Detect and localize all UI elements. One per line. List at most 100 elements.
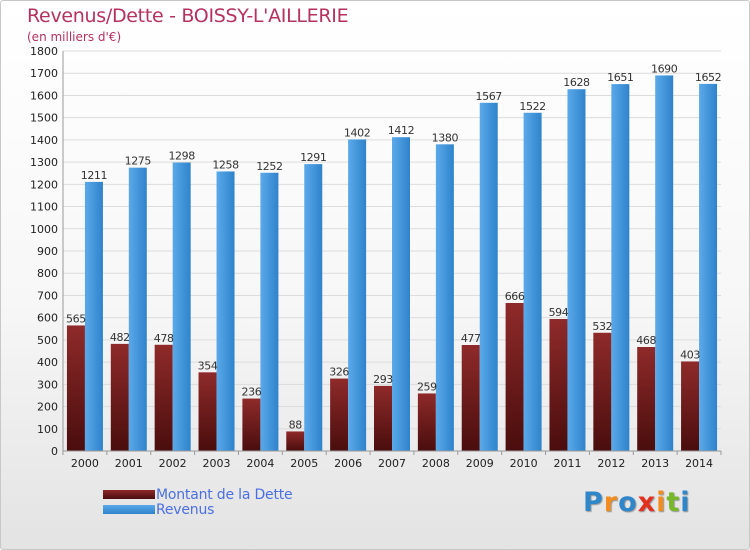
legend-label-debt: Montant de la Dette xyxy=(156,487,293,503)
y-tick-label-1200: 1200 xyxy=(30,178,58,191)
data-labels: 565 1211 482 1275 478 1298 354 1258 236 1252 88 129… xyxy=(66,62,722,431)
data-label-revenue-2001: 1275 xyxy=(125,155,152,168)
y-tick-label-1500: 1500 xyxy=(30,112,58,125)
y-tick-label-100: 100 xyxy=(37,423,58,436)
bar-revenue-2004 xyxy=(260,172,279,451)
y-tick-label-500: 500 xyxy=(37,334,58,347)
bar-revenue-2003 xyxy=(216,171,235,451)
data-label-debt-2009: 477 xyxy=(461,332,481,345)
bar-revenue-2001 xyxy=(128,167,147,451)
axes: 0 100 200 300 400 500 600 700 800 900 1000 1100 1200… xyxy=(30,45,722,470)
data-label-revenue-2012: 1651 xyxy=(607,71,633,84)
data-label-revenue-2010: 1522 xyxy=(519,100,545,113)
data-label-revenue-2000: 1211 xyxy=(81,169,107,182)
data-label-revenue-2002: 1298 xyxy=(168,150,195,163)
data-label-debt-2013: 468 xyxy=(636,334,656,347)
bar-debt-2006 xyxy=(330,378,349,451)
logo-letter: o xyxy=(618,487,638,518)
logo-letter: x xyxy=(637,487,657,518)
y-tick-label-800: 800 xyxy=(37,267,58,280)
bar-revenue-2012 xyxy=(611,84,630,451)
x-tick-label-2002: 2002 xyxy=(159,457,187,470)
logo-letter: r xyxy=(603,487,619,518)
bars xyxy=(66,75,718,452)
bar-revenue-2006 xyxy=(348,139,367,451)
data-label-debt-2006: 326 xyxy=(329,366,349,379)
data-label-debt-2004: 236 xyxy=(242,386,262,399)
bar-revenue-2005 xyxy=(304,164,323,451)
x-tick-label-2009: 2009 xyxy=(466,457,494,470)
data-label-revenue-2007: 1412 xyxy=(388,124,414,137)
data-label-debt-2010: 666 xyxy=(505,290,525,303)
data-label-debt-2012: 532 xyxy=(592,320,612,333)
y-tick-label-1000: 1000 xyxy=(30,223,58,236)
data-label-debt-2007: 293 xyxy=(373,373,393,386)
bar-debt-2005 xyxy=(286,431,305,451)
y-tick-label-300: 300 xyxy=(37,378,58,391)
x-tick-label-2008: 2008 xyxy=(422,457,450,470)
bar-debt-2013 xyxy=(637,347,656,451)
y-tick-label-0: 0 xyxy=(51,445,58,458)
x-tick-label-2014: 2014 xyxy=(685,457,713,470)
data-label-debt-2001: 482 xyxy=(110,331,130,344)
logo-letter: i xyxy=(656,487,667,518)
data-label-debt-2014: 403 xyxy=(680,348,700,361)
bar-revenue-2013 xyxy=(655,75,674,451)
bar-debt-2009 xyxy=(461,345,480,451)
data-label-revenue-2013: 1690 xyxy=(651,62,678,75)
data-label-debt-2008: 259 xyxy=(417,380,437,393)
legend-label-revenue: Revenus xyxy=(156,502,215,518)
chart-title: Revenus/Dette - BOISSY-L'AILLERIE xyxy=(27,5,349,27)
y-tick-label-1100: 1100 xyxy=(30,201,58,214)
data-label-revenue-2005: 1291 xyxy=(300,151,326,164)
x-tick-label-2003: 2003 xyxy=(203,457,231,470)
x-tick-label-2001: 2001 xyxy=(115,457,143,470)
legend-swatch-debt xyxy=(103,490,155,499)
bar-revenue-2000 xyxy=(84,181,103,451)
bar-debt-2000 xyxy=(66,325,85,451)
data-label-debt-2005: 88 xyxy=(289,418,303,431)
x-tick-label-2007: 2007 xyxy=(378,457,406,470)
data-label-debt-2002: 478 xyxy=(154,332,174,345)
bar-debt-2007 xyxy=(374,385,392,451)
data-label-revenue-2003: 1258 xyxy=(212,158,239,171)
y-tick-label-900: 900 xyxy=(37,245,58,258)
y-tick-label-400: 400 xyxy=(37,356,58,369)
y-tick-label-1600: 1600 xyxy=(30,89,58,102)
x-tick-label-2004: 2004 xyxy=(246,457,274,470)
data-label-revenue-2006: 1402 xyxy=(344,126,370,139)
bar-revenue-2007 xyxy=(392,137,410,451)
y-tick-label-200: 200 xyxy=(37,401,58,414)
data-label-revenue-2004: 1252 xyxy=(256,160,282,173)
bar-revenue-2014 xyxy=(699,83,718,451)
y-tick-label-700: 700 xyxy=(37,289,58,302)
bar-revenue-2010 xyxy=(523,112,542,452)
x-tick-label-2012: 2012 xyxy=(597,457,625,470)
bar-debt-2002 xyxy=(154,344,173,451)
bar-revenue-2002 xyxy=(172,162,191,452)
y-tick-label-1800: 1800 xyxy=(30,45,58,58)
bar-debt-2010 xyxy=(505,303,524,451)
bar-debt-2004 xyxy=(242,398,261,451)
logo-letter: t xyxy=(666,487,681,518)
y-tick-label-1700: 1700 xyxy=(30,67,58,80)
logo-letter: P xyxy=(583,487,604,518)
data-label-debt-2011: 594 xyxy=(549,306,569,319)
bar-debt-2011 xyxy=(549,319,568,451)
data-label-revenue-2008: 1380 xyxy=(432,131,459,144)
bar-debt-2001 xyxy=(110,343,129,451)
chart-subtitle: (en milliers d'€) xyxy=(27,30,122,44)
x-tick-label-2011: 2011 xyxy=(553,457,581,470)
logo-letter: i xyxy=(680,487,691,518)
bar-debt-2008 xyxy=(417,393,436,451)
legend-swatch-revenue xyxy=(103,505,155,514)
y-tick-label-600: 600 xyxy=(37,312,58,325)
data-label-debt-2000: 565 xyxy=(66,312,86,325)
x-tick-label-2000: 2000 xyxy=(71,457,99,470)
y-tick-label-1400: 1400 xyxy=(30,134,58,147)
bar-revenue-2008 xyxy=(435,144,454,452)
x-tick-label-2010: 2010 xyxy=(510,457,538,470)
bar-debt-2003 xyxy=(198,372,217,451)
